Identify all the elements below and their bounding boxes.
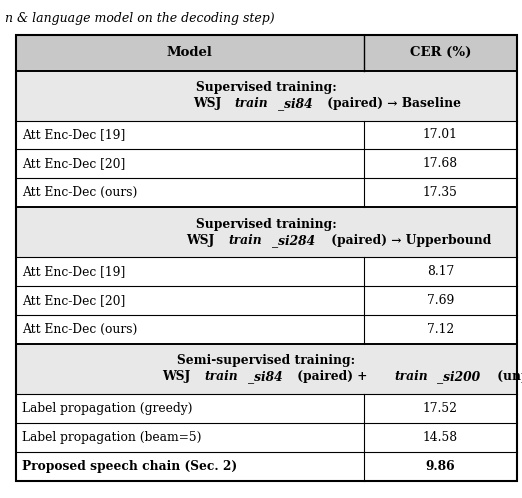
Bar — [16, 286, 517, 315]
Bar — [16, 423, 517, 452]
Text: train: train — [228, 234, 262, 247]
Text: Att Enc-Dec [19]: Att Enc-Dec [19] — [22, 265, 125, 278]
Bar — [16, 315, 517, 344]
Bar — [16, 344, 517, 481]
Text: WSJ: WSJ — [193, 97, 226, 110]
Text: (paired) → Baseline: (paired) → Baseline — [323, 97, 461, 110]
Text: _si200: _si200 — [437, 371, 481, 383]
Text: Model: Model — [167, 46, 213, 59]
Text: Att Enc-Dec (ours): Att Enc-Dec (ours) — [22, 186, 137, 199]
Text: Supervised training:: Supervised training: — [196, 81, 337, 94]
Bar — [16, 35, 517, 481]
Text: Att Enc-Dec [20]: Att Enc-Dec [20] — [22, 157, 125, 170]
Bar — [16, 71, 517, 207]
Text: _si84: _si84 — [248, 371, 282, 383]
Text: _si284: _si284 — [272, 234, 315, 247]
Text: WSJ: WSJ — [162, 371, 195, 383]
Text: Semi-supervised training:: Semi-supervised training: — [177, 355, 355, 368]
Text: (paired) → Upperbound: (paired) → Upperbound — [327, 234, 492, 247]
Text: 17.35: 17.35 — [423, 186, 458, 199]
Text: (unpaired): (unpaired) — [493, 371, 522, 383]
Text: 17.01: 17.01 — [423, 128, 458, 141]
Text: WSJ: WSJ — [186, 234, 219, 247]
Bar — [16, 207, 517, 257]
Text: 17.68: 17.68 — [423, 157, 458, 170]
Text: train: train — [205, 371, 238, 383]
Bar — [16, 207, 517, 344]
Text: train: train — [235, 97, 268, 110]
Bar — [16, 178, 517, 207]
Bar — [16, 257, 517, 286]
Text: Att Enc-Dec (ours): Att Enc-Dec (ours) — [22, 323, 137, 336]
Bar — [16, 452, 517, 481]
Text: Proposed speech chain (Sec. 2): Proposed speech chain (Sec. 2) — [22, 460, 237, 473]
Text: 8.17: 8.17 — [426, 265, 454, 278]
Bar — [16, 35, 517, 71]
Text: Att Enc-Dec [19]: Att Enc-Dec [19] — [22, 128, 125, 141]
Text: Supervised training:: Supervised training: — [196, 218, 337, 231]
Text: Label propagation (greedy): Label propagation (greedy) — [22, 402, 193, 415]
Bar — [16, 394, 517, 423]
Text: 7.12: 7.12 — [426, 323, 454, 336]
Text: n & language model on the decoding step): n & language model on the decoding step) — [5, 12, 275, 25]
Bar — [16, 344, 517, 394]
Text: 14.58: 14.58 — [423, 431, 458, 444]
Text: (paired) +: (paired) + — [293, 371, 371, 383]
Text: _si84: _si84 — [278, 97, 313, 110]
Text: Att Enc-Dec [20]: Att Enc-Dec [20] — [22, 294, 125, 307]
Bar — [16, 71, 517, 121]
Text: 7.69: 7.69 — [426, 294, 454, 307]
Bar — [16, 121, 517, 149]
Text: Label propagation (beam=5): Label propagation (beam=5) — [22, 431, 201, 444]
Text: CER (%): CER (%) — [410, 46, 471, 59]
Text: 17.52: 17.52 — [423, 402, 458, 415]
Text: 9.86: 9.86 — [425, 460, 455, 473]
Text: train: train — [394, 371, 428, 383]
Bar — [16, 149, 517, 178]
